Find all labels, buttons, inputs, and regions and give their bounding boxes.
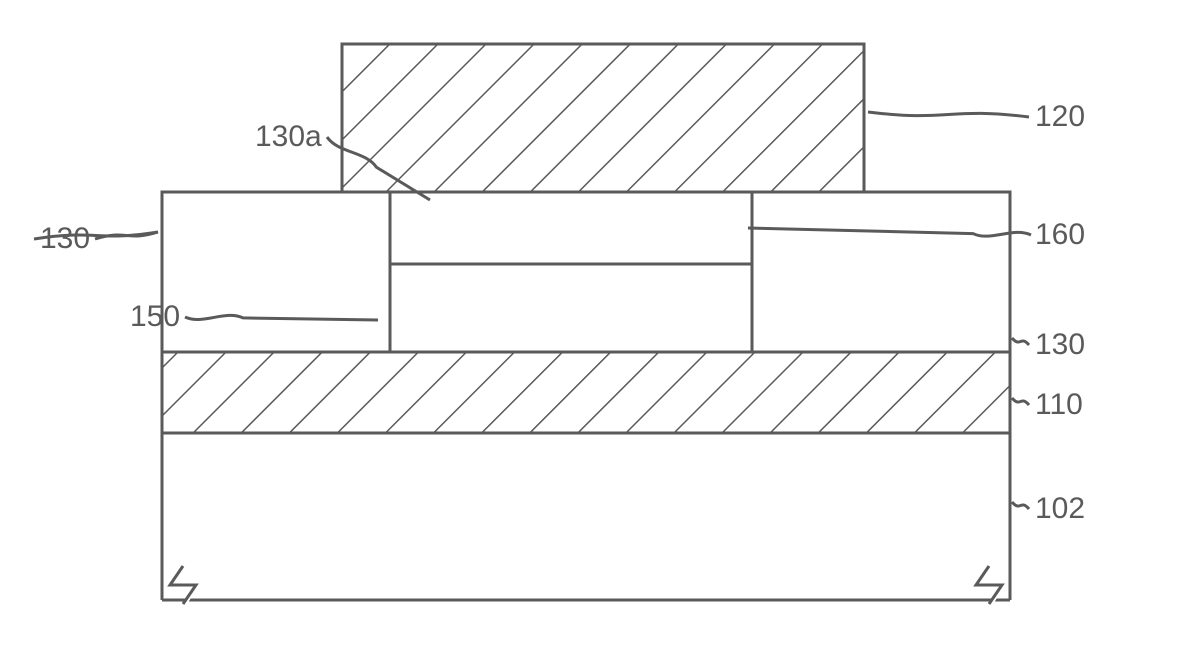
label-102: 102 [1035,492,1085,526]
label-150: 150 [130,300,180,334]
label-110: 110 [1035,388,1083,422]
label-120: 120 [1035,100,1085,134]
label-130l: 130 [40,222,90,256]
label-160: 160 [1035,218,1085,252]
label-130a: 130a [255,120,322,154]
label-130r: 130 [1035,328,1085,362]
